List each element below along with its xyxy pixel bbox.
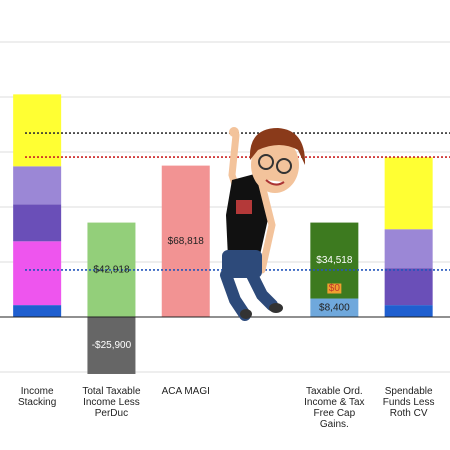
bar-segment <box>161 165 210 317</box>
category-label: Spendable Funds Less Roth CV <box>382 386 435 419</box>
bar-segment <box>87 317 136 374</box>
bar-segment <box>13 94 62 167</box>
label-background <box>327 283 342 294</box>
bar-segment <box>384 229 433 269</box>
value-label: $0 <box>329 283 341 294</box>
bar-segment <box>13 166 62 205</box>
bar-segment <box>13 305 62 317</box>
category-label: ACA MAGI <box>161 386 210 397</box>
category-label: Total Taxable Income Less PerDuc <box>82 386 141 419</box>
marks: $42,918 -$25,900 $68,818 $8,400 $0 $34,518 <box>0 41 450 374</box>
category-label: Income Stacking <box>17 386 57 408</box>
bar-segment <box>13 241 62 306</box>
bar-segment <box>310 298 359 317</box>
value-label: $8,400 <box>319 302 350 313</box>
bar-segment <box>384 305 433 317</box>
bar-segment <box>384 268 433 306</box>
value-label: $34,518 <box>316 255 353 266</box>
value-label: -$25,900 <box>92 340 132 351</box>
category-label: Taxable Ord. Income & Tax Free Cap Gains… <box>304 386 365 430</box>
value-label: $42,918 <box>93 264 130 275</box>
bar-segment <box>384 157 433 230</box>
value-label: $68,818 <box>168 236 205 247</box>
avatar <box>220 127 306 321</box>
bar-segment <box>13 204 62 242</box>
bar-segment <box>87 222 136 317</box>
